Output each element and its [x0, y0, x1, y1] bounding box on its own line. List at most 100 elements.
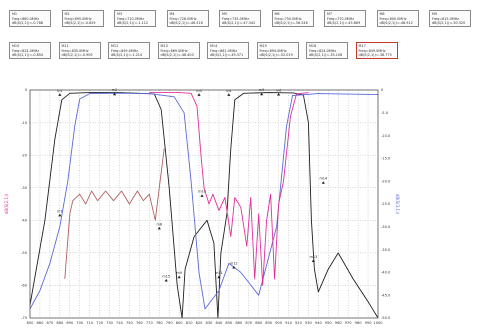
- marker-readout-val: dB(S(2,1))=-35.108: [309, 53, 343, 58]
- marker-label-m9: m9: [176, 271, 181, 275]
- x-tick-label: 710: [86, 321, 94, 325]
- marker-readout-name: M11: [61, 44, 69, 48]
- marker-readout-m10[interactable]: M10 Freq=824.0MHz dB(S(2,1))=-0.854: [9, 42, 51, 59]
- marker-label-m1: m1: [57, 89, 62, 93]
- y-right-tick-label: -15.0: [381, 157, 391, 161]
- x-tick-label: 920: [295, 321, 303, 325]
- marker-readout-name: M10: [12, 44, 20, 48]
- marker-point-m9: [177, 275, 181, 279]
- marker-readout-freq: Freq=815.0MHz: [432, 16, 460, 21]
- y-right-tick-label: -10.0: [381, 134, 391, 138]
- marker-readout-name: M4: [169, 12, 175, 16]
- marker-readout-freq: Freq=824.0MHz: [12, 48, 40, 53]
- marker-point-m7: [58, 213, 62, 217]
- marker-readout-freq: Freq=824.0MHz: [309, 48, 337, 53]
- marker-point-m10: [200, 194, 204, 197]
- x-tick-label: 990: [365, 321, 373, 325]
- x-tick-label: 840: [215, 321, 223, 325]
- marker-readout-m3[interactable]: M3 Freq=710.0MHz dB(S(2,1))=-1.112: [114, 10, 156, 27]
- marker-readout-freq: Freq=710.0MHz: [117, 16, 145, 21]
- y-right-tick-label: -50.0: [381, 316, 391, 320]
- marker-readout-val: dB(S(2,1))=-50.320: [432, 21, 466, 26]
- plot-frame: [29, 89, 379, 319]
- marker-readout-m8[interactable]: M8 Freq=800.0MHz dB(S(2,1))=-48.912: [376, 10, 419, 27]
- marker-readout-m12[interactable]: M12 Freq=849.0MHz dB(S(2,1))=-1.214: [108, 42, 150, 59]
- chart-axes: 650 660 670 680 690 700 710 720 730 740 750 760 770 7…: [4, 88, 400, 325]
- marker-readout-freq: Freq=680.0MHz: [12, 16, 40, 21]
- marker-point-m4: [227, 93, 231, 96]
- marker-readout-name: M12: [111, 44, 119, 48]
- marker-readout-m9[interactable]: M9 Freq=815.0MHz dB(S(2,1))=-50.320: [429, 10, 471, 27]
- y-left-tick-label: -10: [21, 121, 28, 125]
- marker-readout-name: M17: [358, 44, 366, 48]
- marker-point-m3: [197, 93, 201, 96]
- marker-label-m7: m7: [57, 209, 62, 213]
- x-tick-label: 750: [126, 321, 134, 325]
- marker-readout-val: dB(S(2,1))=-49.371: [210, 53, 244, 58]
- marker-readout-freq: Freq=881.0MHz: [210, 48, 238, 53]
- x-tick-label: 890: [265, 321, 273, 325]
- marker-readout-name: M3: [117, 12, 123, 16]
- marker-point-m13: [311, 259, 315, 262]
- x-tick-label: 950: [325, 321, 333, 325]
- marker-readout-freq: Freq=869.0MHz: [160, 48, 188, 53]
- x-tick-label: 960: [335, 321, 343, 325]
- y-right-tick-label: -35.0: [381, 248, 391, 252]
- marker-readout-val: dB(S(2,1))=-48.912: [379, 21, 413, 26]
- marker-point-m11: [217, 275, 221, 279]
- marker-readout-m2[interactable]: M2 Freq=695.0MHz dB(S(2,1))=-0.829: [61, 10, 104, 27]
- y-right-tick-label: 0: [381, 88, 384, 92]
- marker-readout-m11[interactable]: M11 Freq=835.0MHz dB(S(2,1))=-0.909: [58, 42, 101, 59]
- marker-point-m1: [58, 93, 62, 96]
- marker-point-m8: [157, 226, 161, 230]
- marker-readout-name: M13: [160, 44, 168, 48]
- x-tick-label: 970: [345, 321, 353, 325]
- marker-readout-m7[interactable]: M7 Freq=770.0MHz dB(S(2,1))=-45.869: [324, 10, 366, 27]
- x-tick-label: 730: [106, 321, 114, 325]
- marker-readout-m6[interactable]: M6 Freq=750.0MHz dB(S(2,1))=-56.246: [271, 10, 314, 27]
- x-tick-label: 740: [116, 321, 124, 325]
- x-tick-label: 720: [96, 321, 104, 325]
- marker-readout-freq: Freq=770.0MHz: [327, 16, 355, 21]
- y-left-tick-label: -50: [21, 251, 28, 255]
- marker-readout-val: dB(S(2,1))=-1.214: [111, 53, 143, 58]
- marker-readout-m5[interactable]: M5 Freq=735.0MHz dB(S(2,1))=-47.342: [219, 10, 261, 27]
- marker-readout-m4[interactable]: M4 Freq=728.0MHz dB(S(2,1))=-46.516: [166, 10, 209, 27]
- x-tick-label: 650: [27, 321, 35, 325]
- x-tick-label: 800: [176, 321, 184, 325]
- x-tick-label: 770: [146, 321, 154, 325]
- marker-readout-m17[interactable]: M17 Freq=849.0MHz dB(S(2,1))=-38.775: [355, 42, 398, 59]
- marker-readout-m16[interactable]: M16 Freq=824.0MHz dB(S(2,1))=-35.108: [306, 42, 348, 59]
- marker-readout-val: dB(S(2,1))=-56.246: [274, 21, 308, 26]
- x-tick-label: 810: [186, 321, 194, 325]
- marker-label-m4: m4: [226, 89, 231, 93]
- marker-point-m6: [276, 92, 281, 96]
- x-tick-label: 860: [235, 321, 243, 325]
- marker-readout-name: M14: [210, 44, 218, 48]
- marker-label-m3: m3: [196, 89, 201, 93]
- marker-readout-m13[interactable]: M13 Freq=869.0MHz dB(S(2,1))=-48.403: [157, 42, 200, 59]
- x-tick-label: 830: [206, 321, 214, 325]
- x-tick-label: 780: [156, 321, 164, 325]
- y-right-tick-label: -25.0: [381, 202, 391, 206]
- left-axis-label: dB(S(2,1)): [4, 193, 9, 214]
- marker-readout-name: M1: [12, 12, 18, 16]
- marker-readout-name: M15: [259, 44, 267, 48]
- marker-readout-m15[interactable]: M15 Freq=894.0MHz dB(S(2,1))=-52.019: [256, 42, 299, 59]
- x-tick-label: 690: [66, 321, 74, 325]
- x-tick-label: 870: [245, 321, 253, 325]
- x-tick-label: 1000: [373, 321, 383, 325]
- right-axis-label: dB(S(3,1)): [395, 194, 400, 215]
- marker-readout-m1[interactable]: M1 Freq=680.0MHz dB(S(2,1))=-0.788: [9, 10, 51, 27]
- series-line-s22: [64, 148, 165, 279]
- marker-readout-name: M16: [309, 44, 317, 48]
- chart-series: [29, 92, 379, 319]
- marker-readout-m14[interactable]: M14 Freq=881.0MHz dB(S(2,1))=-49.371: [207, 42, 249, 59]
- x-tick-label: 850: [225, 321, 233, 325]
- marker-label-m14: m14: [320, 177, 328, 181]
- x-tick-label: 930: [305, 321, 313, 325]
- marker-readout-val: dB(S(2,1))=-0.788: [12, 21, 44, 26]
- x-tick-label: 910: [285, 321, 293, 325]
